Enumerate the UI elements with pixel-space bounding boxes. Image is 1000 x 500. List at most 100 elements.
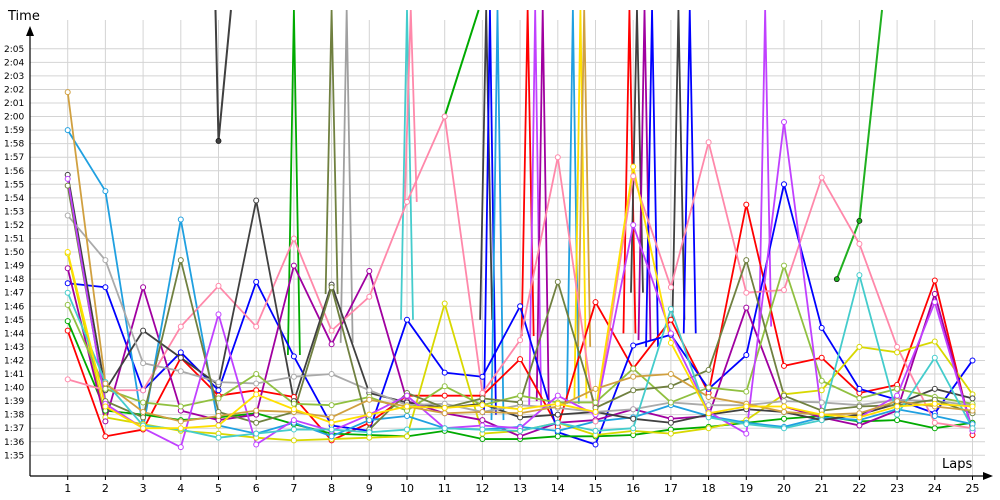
data-point bbox=[856, 385, 863, 392]
data-point bbox=[177, 403, 184, 410]
data-point bbox=[479, 417, 486, 424]
data-point bbox=[931, 425, 938, 432]
data-point bbox=[441, 113, 448, 120]
y-tick-label: 1:43 bbox=[4, 343, 24, 353]
data-point bbox=[517, 392, 524, 399]
data-point bbox=[328, 327, 335, 334]
data-point bbox=[441, 425, 448, 432]
data-point bbox=[743, 403, 750, 410]
data-point bbox=[630, 406, 637, 413]
x-tick-label: 12 bbox=[475, 482, 489, 495]
data-point bbox=[630, 415, 637, 422]
data-point bbox=[404, 392, 410, 399]
data-point bbox=[253, 197, 260, 204]
x-tick-label: 3 bbox=[140, 482, 147, 495]
data-point bbox=[215, 413, 222, 420]
data-point bbox=[856, 422, 863, 429]
data-point bbox=[102, 403, 109, 410]
x-tick-labels: 1 2 3 4 5 6 7 8 9 10 11 12 13 14 15 16 17 18 19 20 21 22 23 24 2… bbox=[64, 482, 979, 495]
data-point bbox=[856, 272, 863, 279]
data-point bbox=[781, 415, 787, 422]
data-point bbox=[856, 414, 863, 421]
data-point bbox=[64, 301, 71, 308]
x-tick-label: 14 bbox=[551, 482, 565, 495]
data-point bbox=[781, 408, 787, 415]
data-point bbox=[102, 284, 109, 291]
x-tick-label: 15 bbox=[589, 482, 603, 495]
y-tick-label: 2:04 bbox=[4, 58, 24, 68]
data-point bbox=[969, 425, 976, 432]
data-point bbox=[969, 403, 976, 410]
x-tick-label: 25 bbox=[966, 482, 980, 495]
data-point bbox=[64, 289, 71, 296]
data-point bbox=[366, 293, 373, 300]
data-point bbox=[441, 392, 448, 399]
data-point bbox=[856, 240, 863, 247]
data-point bbox=[517, 337, 524, 344]
data-point bbox=[705, 394, 712, 401]
data-point bbox=[102, 257, 109, 264]
y-tick-label: 1:35 bbox=[4, 451, 24, 461]
x-tick-label: 22 bbox=[852, 482, 866, 495]
data-point bbox=[366, 429, 373, 436]
y-axis-title: Time bbox=[7, 9, 40, 24]
data-point bbox=[215, 138, 222, 144]
data-point bbox=[479, 402, 486, 409]
x-tick-label: 10 bbox=[400, 482, 414, 495]
spike-line bbox=[479, 9, 494, 320]
data-point bbox=[554, 433, 561, 440]
data-point bbox=[404, 403, 410, 410]
x-tick-label: 24 bbox=[928, 482, 942, 495]
data-point bbox=[894, 392, 901, 399]
data-point bbox=[328, 426, 335, 433]
data-point bbox=[366, 411, 373, 418]
data-point bbox=[592, 299, 599, 306]
data-point bbox=[667, 399, 674, 406]
data-point bbox=[630, 342, 637, 349]
data-point bbox=[64, 327, 71, 334]
data-point bbox=[404, 413, 410, 420]
data-point bbox=[479, 389, 486, 396]
data-point bbox=[705, 366, 712, 373]
data-point bbox=[328, 284, 335, 291]
data-point bbox=[818, 377, 825, 384]
data-point bbox=[781, 118, 787, 125]
data-point bbox=[705, 425, 712, 432]
spike-line bbox=[573, 9, 588, 399]
data-point bbox=[64, 127, 71, 134]
data-point bbox=[404, 198, 410, 205]
data-point bbox=[177, 444, 184, 451]
data-point bbox=[177, 368, 184, 375]
data-point bbox=[140, 284, 147, 291]
data-point bbox=[290, 426, 297, 433]
data-point bbox=[328, 419, 335, 426]
data-point bbox=[818, 354, 825, 361]
data-point bbox=[554, 154, 561, 161]
data-point bbox=[931, 291, 938, 298]
spike-line bbox=[403, 9, 418, 202]
data-point bbox=[290, 353, 297, 360]
data-point bbox=[479, 436, 486, 443]
data-point bbox=[290, 406, 297, 413]
data-point bbox=[64, 318, 71, 325]
data-point bbox=[931, 299, 938, 306]
data-point bbox=[140, 387, 147, 394]
data-point bbox=[894, 349, 901, 356]
y-tick-label: 1:50 bbox=[4, 248, 24, 258]
y-tick-label: 1:47 bbox=[4, 289, 24, 299]
data-point bbox=[592, 441, 599, 448]
data-point bbox=[667, 419, 674, 426]
data-point bbox=[102, 433, 109, 440]
x-tick-label: 16 bbox=[626, 482, 640, 495]
y-tick-label: 1:49 bbox=[4, 262, 24, 272]
y-tick-label: 1:58 bbox=[4, 140, 24, 150]
data-point bbox=[253, 419, 260, 426]
data-point bbox=[554, 419, 561, 426]
data-point bbox=[667, 330, 674, 337]
data-point bbox=[667, 305, 674, 312]
data-point bbox=[328, 341, 335, 348]
data-point bbox=[177, 257, 184, 264]
data-point bbox=[667, 371, 674, 377]
data-point bbox=[931, 354, 938, 361]
x-tick-label: 19 bbox=[739, 482, 753, 495]
